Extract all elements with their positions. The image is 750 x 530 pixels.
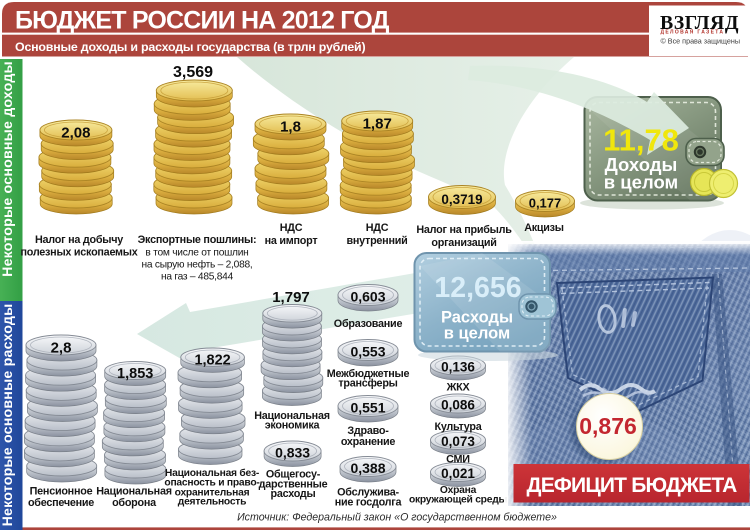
svg-text:Национальная: Национальная: [96, 486, 172, 498]
svg-text:ВЗГЛЯД: ВЗГЛЯД: [660, 12, 739, 34]
svg-text:НДС: НДС: [366, 222, 389, 234]
svg-text:1,853: 1,853: [117, 366, 153, 382]
svg-text:на сырую нефть – 2,088,: на сырую нефть – 2,088,: [142, 259, 253, 271]
svg-text:Пенсионное: Пенсионное: [30, 486, 93, 498]
svg-text:1,87: 1,87: [363, 116, 392, 133]
svg-text:Доходы: Доходы: [605, 154, 678, 175]
svg-text:Расходы: Расходы: [441, 309, 513, 327]
svg-text:2,8: 2,8: [51, 340, 72, 357]
svg-text:в целом: в целом: [604, 172, 678, 193]
svg-text:НДС: НДС: [280, 222, 303, 234]
svg-text:1,797: 1,797: [272, 289, 310, 306]
svg-text:Налог на добычу: Налог на добычу: [35, 234, 123, 246]
svg-text:Образование: Образование: [334, 318, 403, 330]
svg-text:3,569: 3,569: [173, 64, 213, 81]
svg-text:окружающей среды: окружающей среды: [409, 495, 508, 506]
svg-text:опасность и право-: опасность и право-: [164, 478, 260, 489]
svg-text:Акцизы: Акцизы: [524, 222, 564, 234]
svg-text:БЮДЖЕТ РОССИИ НА 2012 ГОД: БЮДЖЕТ РОССИИ НА 2012 ГОД: [15, 7, 390, 35]
svg-text:0,073: 0,073: [441, 434, 475, 449]
svg-text:на импорт: на импорт: [265, 235, 318, 247]
svg-text:дарственные: дарственные: [259, 479, 328, 491]
svg-text:Источник: Федеральный закон «О: Источник: Федеральный закон «О государст…: [237, 512, 557, 524]
svg-text:0,086: 0,086: [441, 398, 475, 413]
svg-text:экономика: экономика: [265, 420, 321, 432]
svg-text:Основные доходы и расходы госу: Основные доходы и расходы государства (в…: [15, 40, 365, 54]
svg-text:12,656: 12,656: [434, 272, 521, 304]
svg-text:0,833: 0,833: [275, 445, 310, 461]
svg-text:в целом: в целом: [444, 325, 510, 343]
svg-text:Охрана: Охрана: [440, 485, 477, 496]
svg-text:Экспортные пошлины:: Экспортные пошлины:: [138, 234, 257, 246]
svg-text:0,136: 0,136: [441, 360, 475, 375]
svg-text:2,08: 2,08: [61, 125, 90, 142]
svg-text:охранительная: охранительная: [175, 488, 250, 499]
svg-text:0,876: 0,876: [579, 413, 637, 439]
svg-text:1,8: 1,8: [280, 119, 301, 136]
svg-text:охранение: охранение: [341, 436, 396, 448]
svg-text:11,78: 11,78: [603, 123, 679, 158]
svg-text:ние госдолга: ние госдолга: [335, 497, 403, 509]
svg-text:Обслужива-: Обслужива-: [337, 487, 399, 499]
svg-text:Некоторые основные расходы: Некоторые основные расходы: [0, 304, 16, 527]
svg-text:Некоторые основные доходы: Некоторые основные доходы: [0, 61, 16, 277]
svg-text:в том числе от пошлин: в том числе от пошлин: [145, 248, 248, 259]
svg-text:0,553: 0,553: [350, 344, 385, 360]
svg-text:Национальная без-: Национальная без-: [165, 467, 260, 479]
svg-text:1,822: 1,822: [194, 353, 230, 369]
svg-text:Межбюджетные: Межбюджетные: [327, 368, 410, 380]
svg-text:0,551: 0,551: [350, 400, 385, 416]
svg-text:Здраво-: Здраво-: [347, 425, 389, 437]
svg-text:трансферы: трансферы: [338, 378, 397, 390]
svg-text:обеспечение: обеспечение: [28, 497, 94, 509]
svg-text:внутренний: внутренний: [346, 235, 407, 247]
svg-text:0,603: 0,603: [350, 289, 385, 305]
svg-text:0,3719: 0,3719: [441, 192, 482, 207]
svg-text:оборона: оборона: [112, 497, 157, 509]
svg-text:полезных ископаемых: полезных ископаемых: [20, 247, 137, 259]
svg-text:деятельность: деятельность: [178, 497, 246, 508]
svg-text:ДЕФИЦИТ БЮДЖЕТА: ДЕФИЦИТ БЮДЖЕТА: [527, 474, 738, 497]
svg-text:Налог на прибыль: Налог на прибыль: [416, 224, 512, 236]
svg-text:0,021: 0,021: [441, 466, 475, 481]
svg-text:расходы: расходы: [271, 488, 316, 500]
svg-text:СМИ: СМИ: [446, 454, 470, 466]
svg-text:ЖКХ: ЖКХ: [446, 382, 471, 394]
svg-text:организаций: организаций: [431, 237, 496, 249]
svg-text:0,388: 0,388: [350, 460, 385, 476]
svg-text:0,177: 0,177: [529, 196, 562, 211]
svg-text:Национальная: Национальная: [254, 410, 330, 422]
svg-text:Общегосу-: Общегосу-: [266, 469, 321, 481]
svg-text:© Все права защищены: © Все права защищены: [661, 37, 740, 46]
svg-text:на газ – 485,844: на газ – 485,844: [161, 272, 234, 283]
svg-text:Культура: Культура: [434, 421, 482, 433]
svg-text:ДЕЛОВАЯ ГАЗЕТА: ДЕЛОВАЯ ГАЗЕТА: [661, 29, 724, 35]
